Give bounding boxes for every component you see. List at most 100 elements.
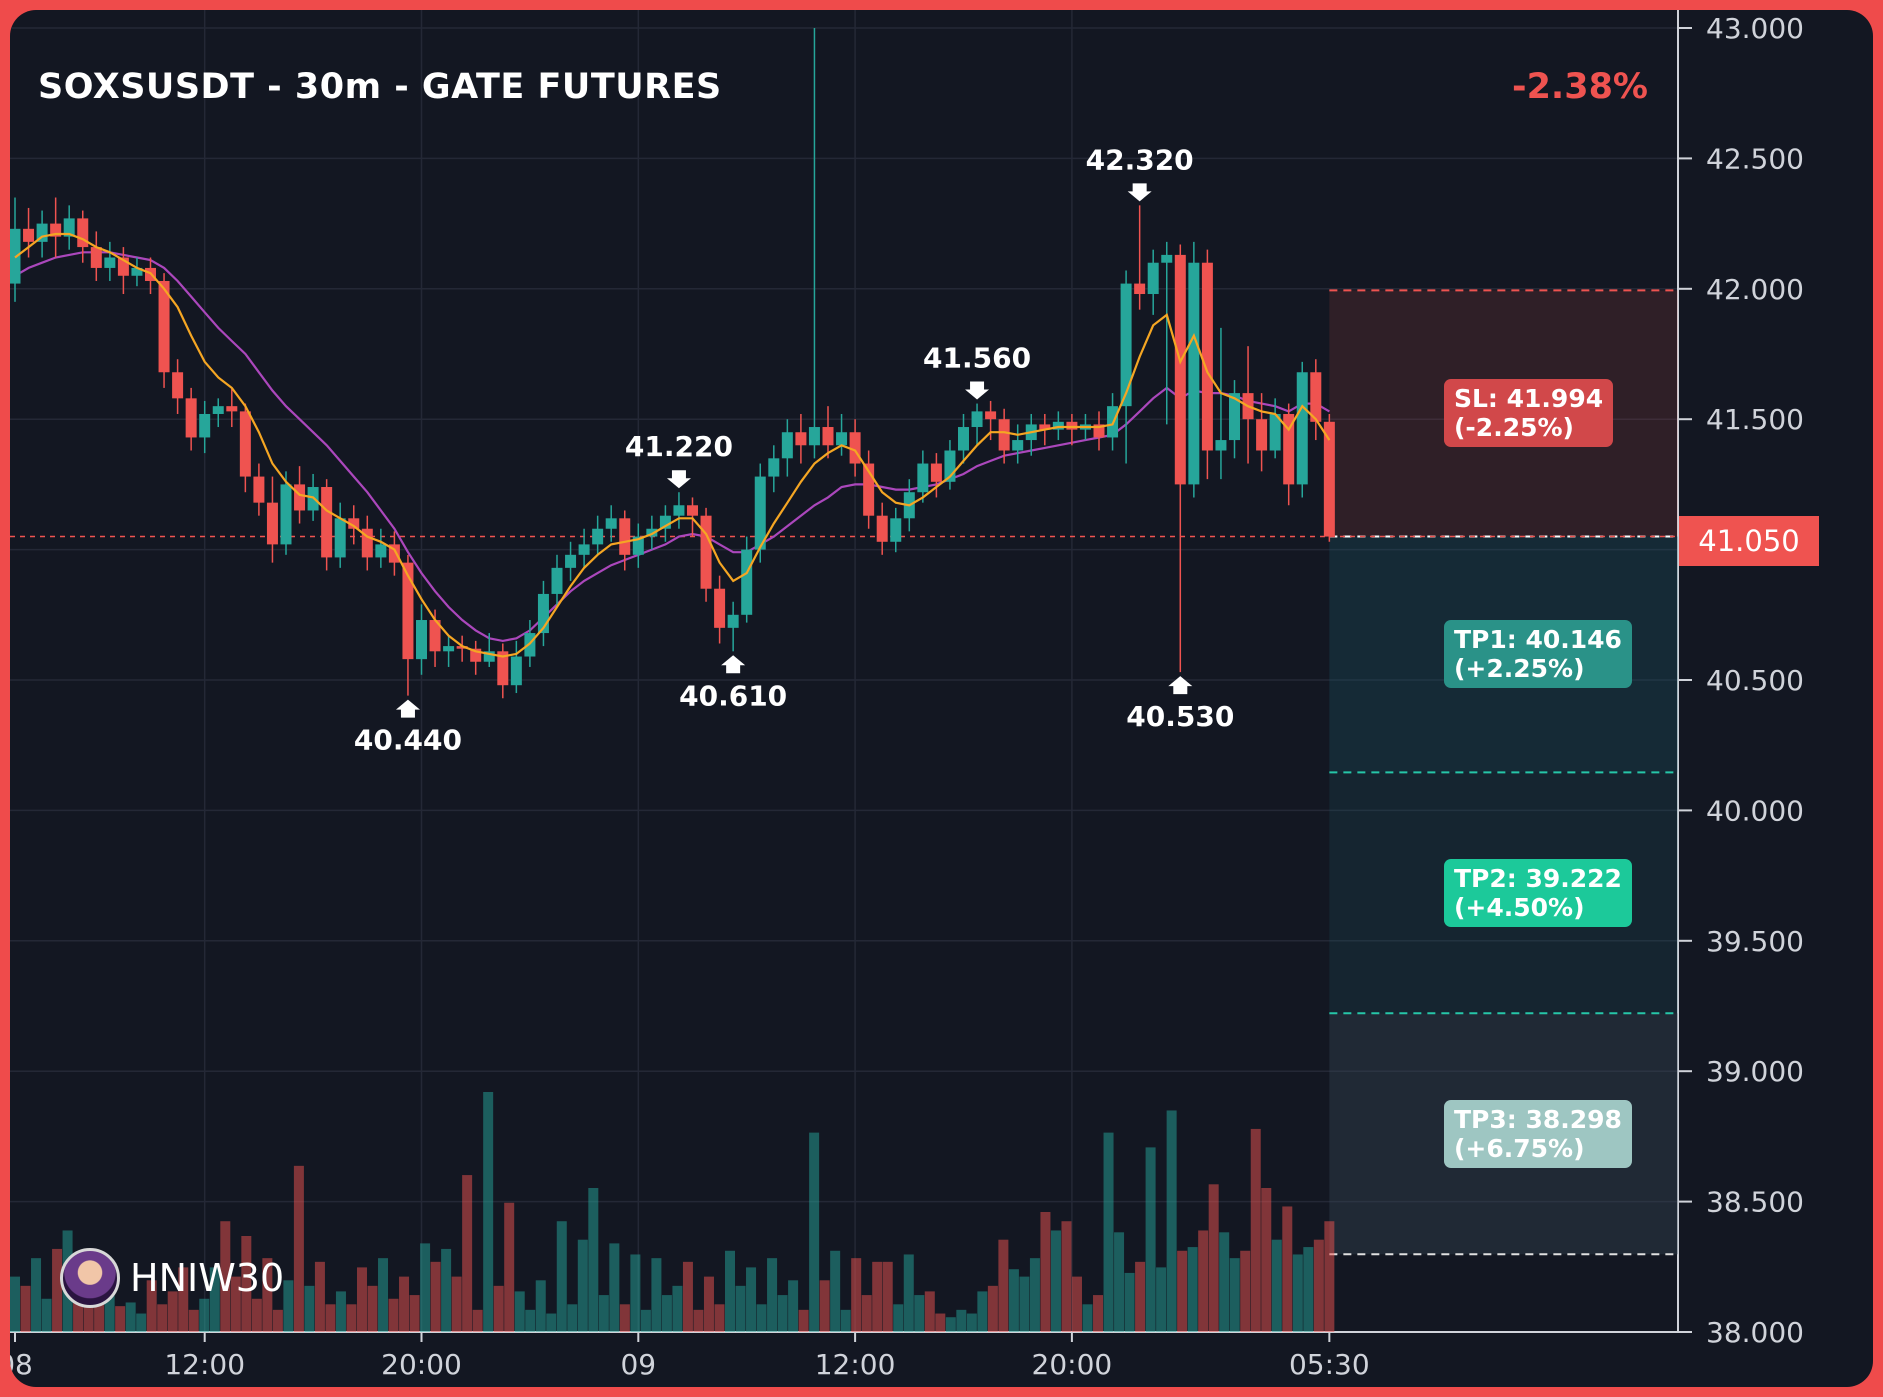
candle[interactable] [90,247,102,268]
candle[interactable] [727,614,739,628]
candle[interactable] [334,518,346,558]
candle[interactable] [483,651,495,662]
candle[interactable] [917,463,929,493]
candle[interactable] [998,419,1010,451]
candle[interactable] [632,536,644,555]
candle[interactable] [822,427,834,446]
candle[interactable] [185,398,197,438]
candle[interactable] [876,515,888,542]
candle[interactable] [456,646,468,649]
candle[interactable] [849,432,861,464]
candle[interactable] [443,646,455,652]
candle[interactable] [1256,419,1268,451]
candle[interactable] [1134,283,1146,295]
candle[interactable] [754,476,766,550]
candle[interactable] [687,505,698,516]
candle[interactable] [226,406,238,412]
candle[interactable] [375,544,387,558]
candle[interactable] [1283,413,1295,485]
candle[interactable] [77,218,89,248]
candle[interactable] [836,432,848,446]
candle[interactable] [497,651,509,686]
candle[interactable] [1066,421,1078,430]
candle[interactable] [429,620,441,652]
candle[interactable] [1174,254,1186,485]
candle[interactable] [1310,372,1322,422]
candle[interactable] [199,413,211,438]
candle[interactable] [1039,424,1051,430]
candle[interactable] [659,515,671,529]
candle[interactable] [510,656,522,686]
candle[interactable] [741,549,753,615]
candle[interactable] [1215,440,1227,451]
candle[interactable] [212,406,224,414]
candle[interactable] [592,528,604,545]
candle[interactable] [890,518,902,542]
candle[interactable] [348,518,360,529]
candle[interactable] [402,562,414,660]
avatar[interactable] [60,1248,120,1308]
candle[interactable] [565,554,577,568]
candle[interactable] [388,544,400,563]
volume-bar [1103,1132,1114,1332]
candle[interactable] [958,427,969,451]
candle[interactable] [605,518,617,529]
candle[interactable] [537,593,549,634]
candle[interactable] [239,411,251,477]
candle[interactable] [280,484,292,545]
candle[interactable] [768,458,780,477]
candle[interactable] [50,223,62,237]
candle[interactable] [470,648,482,662]
candle[interactable] [253,476,265,503]
candle[interactable] [1269,413,1281,451]
candle[interactable] [714,588,726,628]
candle[interactable] [23,228,35,242]
candle[interactable] [1161,254,1173,263]
candle[interactable] [266,502,278,545]
candle[interactable] [117,257,129,276]
candle[interactable] [1296,372,1308,485]
candle[interactable] [131,267,143,276]
ma-fast-line [14,232,1331,658]
candle[interactable] [619,518,631,555]
candle[interactable] [808,427,820,446]
candle[interactable] [930,463,942,482]
volume-bar [472,1309,483,1332]
candle[interactable] [551,567,563,594]
candle[interactable] [172,372,184,399]
volume-bar [367,1285,378,1332]
volume-bar [52,1248,63,1332]
candle[interactable] [63,218,75,237]
candle[interactable] [36,223,48,242]
volume-bar [1019,1276,1030,1332]
candle[interactable] [1201,262,1213,451]
candle[interactable] [646,528,658,537]
candle[interactable] [971,411,983,428]
candle[interactable] [673,505,685,516]
candle[interactable] [1120,283,1132,407]
candle[interactable] [1147,262,1159,295]
candle[interactable] [158,280,170,373]
candle[interactable] [781,432,793,459]
candle[interactable] [1052,421,1064,430]
candle[interactable] [294,484,306,511]
candle[interactable] [1093,424,1105,438]
extreme-label: 41.560 [923,342,1031,375]
candle[interactable] [795,432,807,446]
candle[interactable] [863,463,875,516]
candle[interactable] [361,528,373,558]
candle[interactable] [578,544,590,555]
candle[interactable] [944,450,956,482]
candle[interactable] [1323,421,1335,537]
candle[interactable] [700,515,712,589]
candle[interactable] [416,620,427,660]
author-badge[interactable]: HNIW30 [60,1248,284,1308]
candle[interactable] [1229,393,1240,441]
candle[interactable] [1188,262,1200,485]
candle[interactable] [321,487,333,558]
candle[interactable] [104,257,116,268]
candle[interactable] [1012,440,1024,451]
candlestick-chart[interactable]: 43.00042.50042.00041.50041.00040.50040.0… [10,10,1873,1387]
candle[interactable] [985,411,997,420]
extreme-label: 40.530 [1126,700,1234,733]
